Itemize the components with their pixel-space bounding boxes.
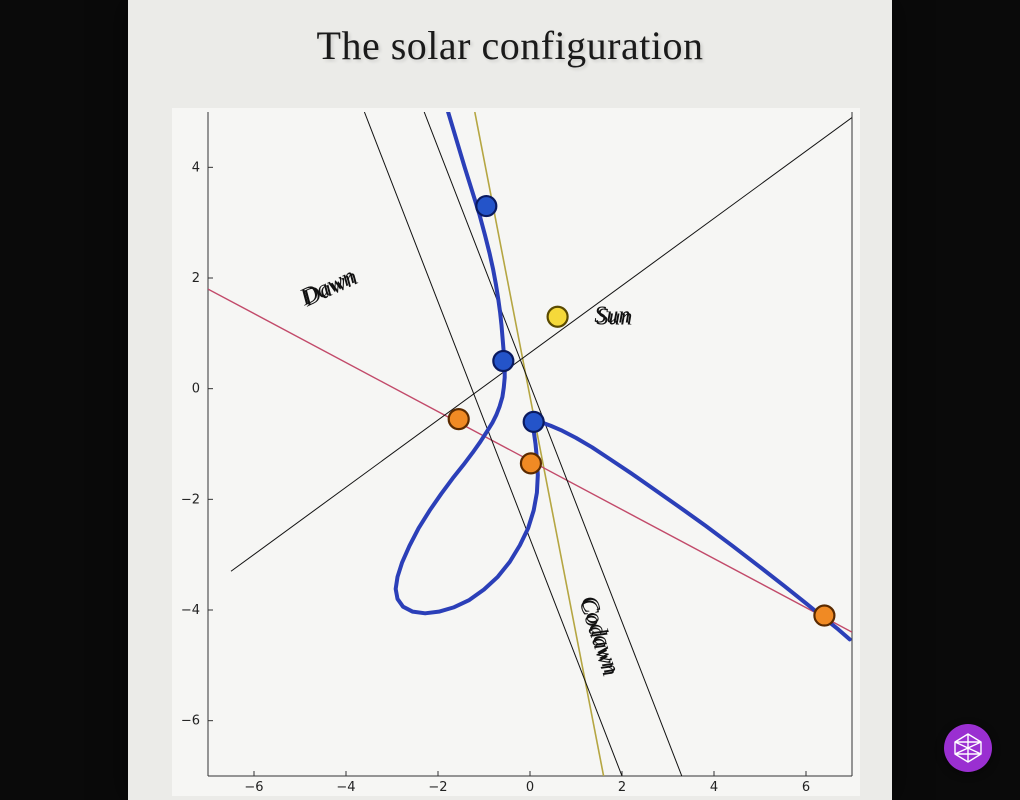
polyhedron-icon — [951, 731, 985, 765]
y-tick-label: 0 — [192, 382, 200, 397]
y-tick-label: −6 — [181, 714, 200, 729]
x-tick-label: 0 — [526, 780, 534, 795]
annotation-label: Dawn — [295, 263, 359, 311]
data-point — [548, 307, 568, 327]
x-tick-label: −2 — [428, 780, 447, 795]
chart-svg: −6−4−20246−6−4−2024DawnDawnSunSunCodawnC… — [172, 108, 860, 796]
black-line-2 — [424, 112, 682, 776]
black-line-1 — [231, 118, 852, 572]
data-point — [814, 606, 834, 626]
data-point — [476, 196, 496, 216]
x-tick-label: 6 — [802, 780, 810, 795]
blue-curve — [396, 112, 850, 639]
data-point — [493, 351, 513, 371]
watermark-badge — [944, 724, 992, 772]
y-tick-label: −2 — [181, 492, 200, 507]
y-tick-label: 2 — [192, 271, 200, 286]
data-point — [524, 412, 544, 432]
y-tick-label: −4 — [181, 603, 200, 618]
annotation-label: Sun — [594, 302, 630, 328]
x-tick-label: −4 — [336, 780, 355, 795]
x-tick-label: 4 — [710, 780, 718, 795]
data-point — [449, 409, 469, 429]
chart-area: −6−4−20246−6−4−2024DawnDawnSunSunCodawnC… — [172, 108, 860, 796]
slide-title: The solar configuration — [128, 22, 892, 69]
slide-stage: The solar configuration −6 −4 −2 0 2 4 6 −6 −4 −2… — [128, 0, 892, 800]
x-tick-label: −6 — [244, 780, 263, 795]
y-tick-label: 4 — [192, 160, 200, 175]
data-point — [521, 453, 541, 473]
x-tick-label: 2 — [618, 780, 626, 795]
